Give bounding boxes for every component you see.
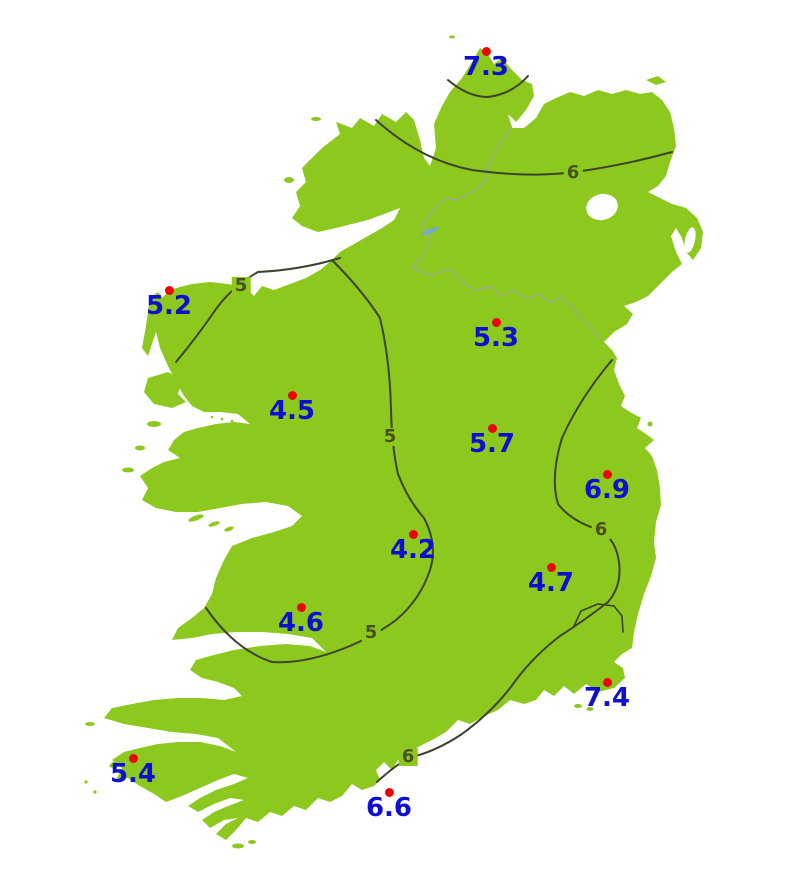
isoline-5-central [205, 259, 434, 664]
ireland-landmass [104, 48, 703, 840]
lough-neagh [586, 193, 618, 221]
achill-island [144, 372, 186, 408]
isoline-6-east [376, 359, 621, 783]
inner-border-line [410, 125, 602, 341]
isoline-7-rosslare [573, 603, 624, 633]
strangford-lough [684, 227, 696, 253]
isolines [175, 75, 673, 783]
loughs [421, 193, 696, 253]
isoline-7-malin [447, 75, 529, 99]
islands [84, 35, 666, 849]
mullet-peninsula [142, 292, 164, 356]
isoline-6-north [375, 119, 673, 176]
